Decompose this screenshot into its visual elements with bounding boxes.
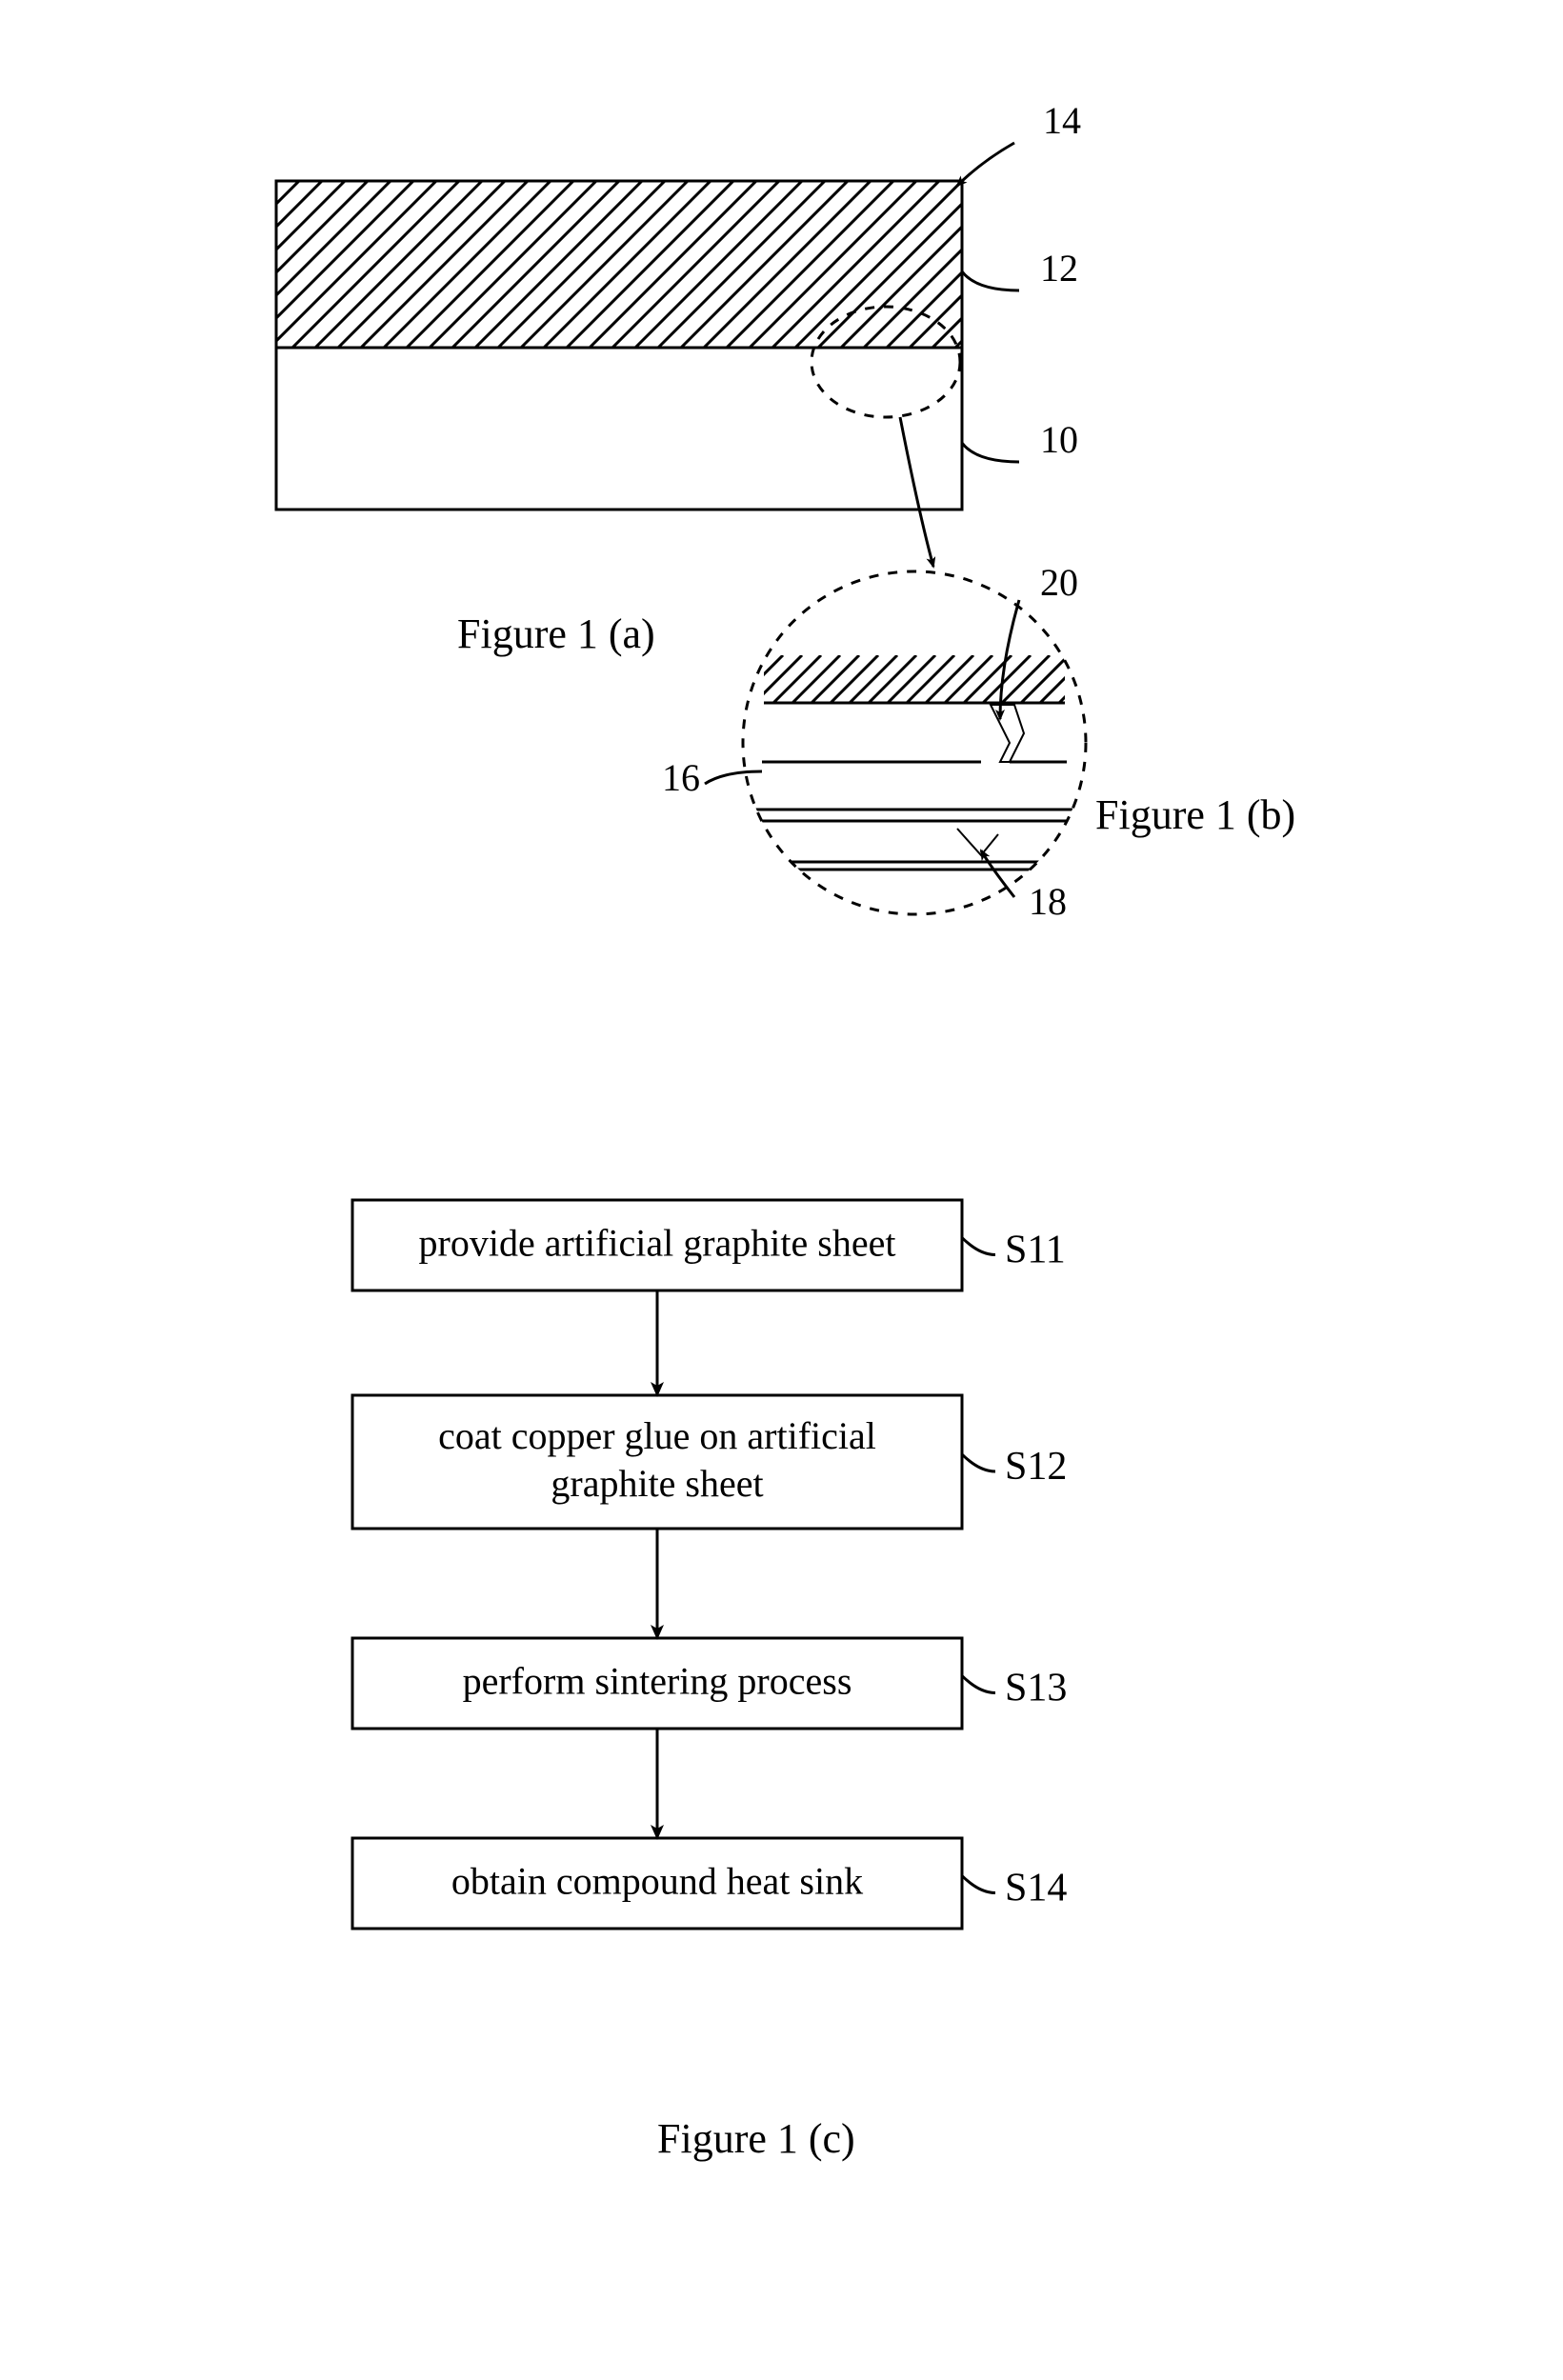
detail-feature-20 bbox=[991, 705, 1024, 762]
leader-10 bbox=[962, 443, 1019, 462]
caption-fig-1a: Figure 1 (a) bbox=[457, 610, 655, 657]
leader-S11 bbox=[962, 1238, 995, 1255]
step-text-S13-0: perform sintering process bbox=[463, 1660, 852, 1703]
detail-hatched-band bbox=[716, 655, 1107, 703]
step-label-S13: S13 bbox=[1005, 1667, 1067, 1710]
leader-S14 bbox=[962, 1876, 995, 1893]
stack-rect bbox=[276, 181, 962, 510]
hatched-layer-12 bbox=[110, 181, 1122, 348]
label-14: 14 bbox=[1043, 99, 1081, 142]
leader-S12 bbox=[962, 1454, 995, 1471]
leader-18 bbox=[981, 850, 1014, 897]
caption-fig-1b: Figure 1 (b) bbox=[1095, 791, 1295, 838]
step-text-S12-0: coat copper glue on artificial bbox=[438, 1414, 876, 1457]
leader-16 bbox=[705, 771, 762, 784]
label-10: 10 bbox=[1040, 418, 1078, 461]
label-18: 18 bbox=[1029, 880, 1067, 923]
step-text-S12-1: graphite sheet bbox=[551, 1462, 763, 1505]
step-label-S14: S14 bbox=[1005, 1867, 1067, 1910]
flowchart: provide artificial graphite sheet S11 coat… bbox=[352, 1200, 1067, 1929]
page-root: 14 12 10 20 18 16 provide artificial graphit… bbox=[0, 0, 1563, 2375]
label-12: 12 bbox=[1040, 247, 1078, 290]
figure-1b: 20 18 16 bbox=[662, 307, 1107, 923]
detail-feature-18 bbox=[957, 829, 998, 855]
label-16: 16 bbox=[662, 756, 700, 799]
diagram-svg: 14 12 10 20 18 16 provide artificial graphit… bbox=[0, 0, 1563, 2375]
detail-contents bbox=[716, 655, 1107, 870]
leader-S13 bbox=[962, 1676, 995, 1693]
figure-1a: 14 12 10 bbox=[110, 99, 1122, 510]
leader-12 bbox=[962, 271, 1019, 290]
caption-fig-1c: Figure 1 (c) bbox=[657, 2115, 855, 2162]
step-text-S11-0: provide artificial graphite sheet bbox=[419, 1222, 896, 1265]
step-text-S14-0: obtain compound heat sink bbox=[451, 1860, 863, 1903]
step-label-S12: S12 bbox=[1005, 1445, 1067, 1489]
leader-arrow-14 bbox=[957, 143, 1014, 186]
detail-source-ellipse bbox=[812, 307, 960, 417]
detail-arrow bbox=[900, 417, 933, 567]
label-20: 20 bbox=[1040, 561, 1078, 604]
step-label-S11: S11 bbox=[1005, 1229, 1066, 1272]
